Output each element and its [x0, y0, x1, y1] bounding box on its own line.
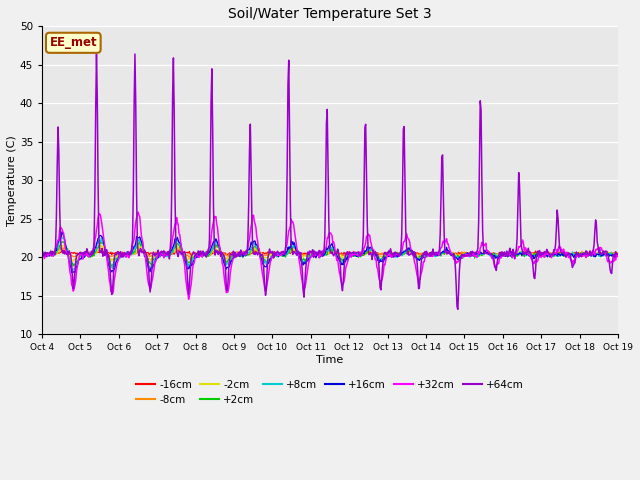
+16cm: [38, 253, 46, 259]
+8cm: [168, 250, 175, 256]
Line: -16cm: -16cm: [42, 250, 618, 255]
Text: EE_met: EE_met: [49, 36, 97, 49]
+32cm: [185, 297, 193, 302]
+64cm: [49, 249, 56, 254]
+16cm: [402, 248, 410, 253]
+16cm: [68, 270, 76, 276]
-16cm: [339, 252, 346, 258]
-2cm: [49, 250, 56, 256]
X-axis label: Time: Time: [316, 355, 344, 365]
Legend: -16cm, -8cm, -2cm, +2cm, +8cm, +16cm, +32cm, +64cm: -16cm, -8cm, -2cm, +2cm, +8cm, +16cm, +3…: [132, 375, 528, 409]
+32cm: [108, 288, 116, 294]
+8cm: [49, 253, 56, 259]
+64cm: [418, 252, 426, 258]
-8cm: [167, 250, 175, 256]
-16cm: [419, 251, 426, 257]
Title: Soil/Water Temperature Set 3: Soil/Water Temperature Set 3: [228, 7, 432, 21]
+16cm: [58, 228, 66, 234]
+8cm: [109, 261, 117, 267]
+16cm: [109, 269, 117, 275]
+16cm: [198, 251, 206, 256]
Line: -8cm: -8cm: [42, 248, 618, 257]
+2cm: [419, 255, 426, 261]
+2cm: [38, 252, 46, 258]
-8cm: [614, 250, 622, 255]
-8cm: [49, 251, 56, 256]
-16cm: [402, 250, 410, 255]
+64cm: [108, 291, 116, 297]
+8cm: [69, 267, 77, 273]
+32cm: [419, 265, 426, 271]
+64cm: [401, 177, 409, 183]
-8cm: [38, 250, 46, 256]
+64cm: [198, 252, 205, 257]
+2cm: [402, 249, 410, 255]
Line: +2cm: +2cm: [42, 241, 618, 266]
-8cm: [186, 254, 193, 260]
+8cm: [419, 256, 426, 262]
+32cm: [49, 253, 56, 259]
+2cm: [109, 261, 117, 267]
-2cm: [419, 253, 426, 259]
-8cm: [198, 250, 206, 256]
+32cm: [38, 251, 46, 256]
+32cm: [198, 254, 206, 260]
-8cm: [61, 245, 68, 251]
-8cm: [402, 251, 410, 256]
+8cm: [198, 250, 206, 255]
Line: +32cm: +32cm: [42, 212, 618, 300]
+2cm: [168, 247, 175, 253]
-16cm: [38, 252, 46, 257]
+8cm: [402, 249, 410, 255]
+32cm: [402, 234, 410, 240]
-8cm: [419, 252, 426, 257]
+16cm: [614, 251, 622, 257]
+32cm: [134, 209, 142, 215]
-16cm: [198, 251, 205, 256]
-2cm: [168, 251, 175, 256]
-2cm: [60, 242, 67, 248]
+8cm: [58, 235, 66, 240]
-16cm: [167, 252, 175, 257]
Line: +64cm: +64cm: [42, 54, 618, 309]
+8cm: [38, 252, 46, 258]
-2cm: [402, 249, 410, 255]
+64cm: [167, 234, 175, 240]
+2cm: [614, 251, 622, 257]
Line: +16cm: +16cm: [42, 231, 618, 273]
+64cm: [131, 51, 139, 57]
+32cm: [614, 251, 622, 256]
+64cm: [614, 251, 622, 257]
Line: +8cm: +8cm: [42, 238, 618, 270]
Y-axis label: Temperature (C): Temperature (C): [7, 135, 17, 226]
+2cm: [59, 239, 67, 244]
-2cm: [614, 251, 622, 257]
-2cm: [109, 256, 116, 262]
-16cm: [109, 250, 116, 256]
-16cm: [49, 251, 56, 256]
Line: -2cm: -2cm: [42, 245, 618, 261]
+2cm: [49, 252, 56, 257]
-16cm: [60, 247, 67, 253]
-2cm: [147, 258, 155, 264]
+16cm: [168, 247, 175, 253]
-2cm: [198, 251, 206, 257]
-2cm: [38, 252, 46, 257]
-8cm: [109, 253, 116, 259]
+2cm: [198, 251, 206, 257]
+32cm: [167, 246, 175, 252]
+64cm: [454, 306, 461, 312]
+64cm: [38, 248, 46, 253]
+16cm: [49, 252, 56, 258]
+2cm: [108, 263, 116, 269]
+16cm: [419, 254, 426, 260]
+8cm: [614, 252, 622, 257]
-16cm: [614, 251, 622, 256]
